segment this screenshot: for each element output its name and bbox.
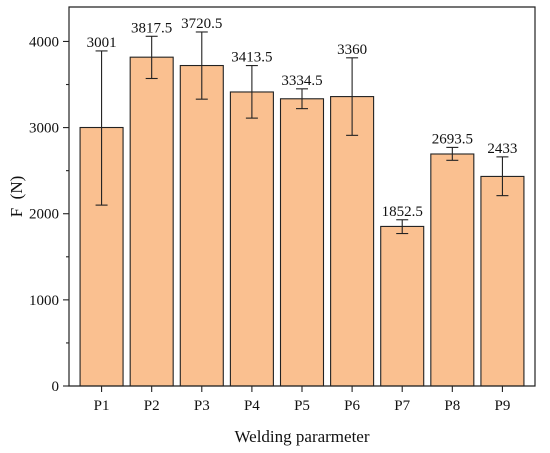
y-axis-label: F (N) <box>7 176 26 218</box>
value-label-p4: 3413.5 <box>231 50 272 66</box>
y-tick-label: 2000 <box>29 207 59 223</box>
axes: 0 1000 2000 3000 4000 P1 P2 P3 P4 P5 P6 P7 P8 P9 <box>29 6 536 414</box>
value-label-p7: 1852.5 <box>382 204 423 220</box>
plot-area: 3001 3817.5 3720.5 3413.5 3334.5 3360 1852.5 26… <box>79 16 525 387</box>
y-tick-label: 0 <box>52 379 60 395</box>
value-label-p8: 2693.5 <box>432 131 473 147</box>
x-tick-label-p5: P5 <box>294 398 310 414</box>
x-axis-label: Welding pararmeter <box>234 427 369 446</box>
x-tick-label-p8: P8 <box>444 398 460 414</box>
x-tick-label-p4: P4 <box>244 398 260 414</box>
x-tick-label-p9: P9 <box>495 398 511 414</box>
y-tick-label: 4000 <box>29 34 59 50</box>
bar-p4 <box>229 91 274 387</box>
x-tick-label-p3: P3 <box>194 398 210 414</box>
y-tick-label: 3000 <box>29 121 59 137</box>
bar-p9 <box>480 175 525 387</box>
value-label-p9: 2433 <box>487 141 517 157</box>
bar-p3 <box>179 64 224 387</box>
x-tick-label-p6: P6 <box>344 398 360 414</box>
bar-p2 <box>129 56 174 387</box>
bar-p5 <box>279 98 325 387</box>
y-tick-label: 1000 <box>29 293 59 309</box>
bar-p6 <box>330 96 375 387</box>
x-tick-label-p7: P7 <box>394 398 410 414</box>
axis-frame <box>68 6 536 387</box>
value-label-p2: 3817.5 <box>131 20 172 36</box>
value-label-p6: 3360 <box>337 42 367 58</box>
value-label-p1: 3001 <box>87 35 117 51</box>
value-label-p3: 3720.5 <box>181 16 222 32</box>
bar-p8 <box>430 153 475 387</box>
x-tick-label-p1: P1 <box>94 398 110 414</box>
x-tick-label-p2: P2 <box>144 398 160 414</box>
value-label-p5: 3334.5 <box>281 73 322 89</box>
bar-p7 <box>380 225 425 387</box>
